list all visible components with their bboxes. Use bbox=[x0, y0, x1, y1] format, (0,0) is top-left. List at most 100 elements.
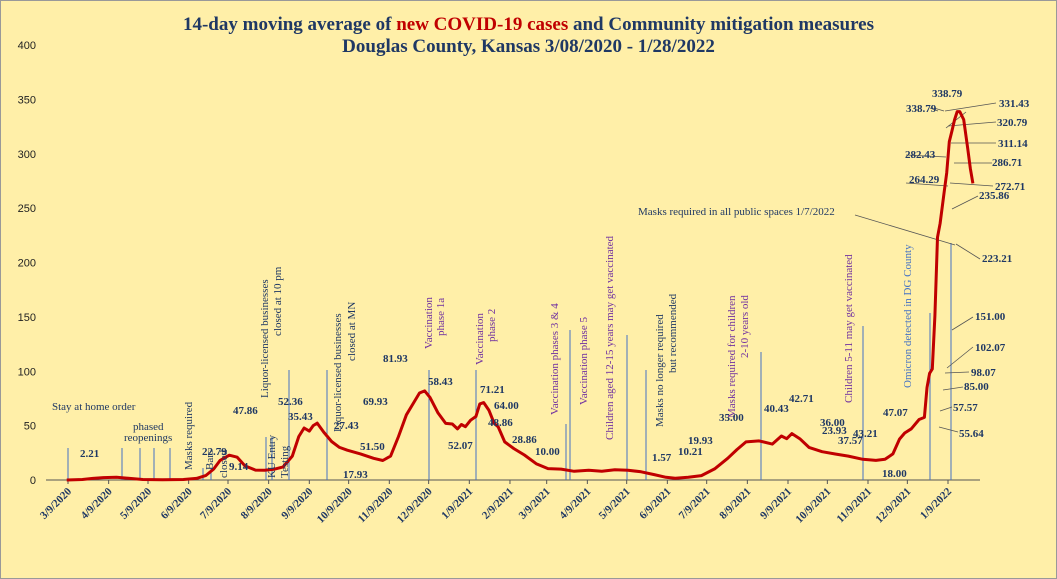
event-annotation: reopenings bbox=[124, 432, 172, 444]
data-label: 311.14 bbox=[998, 138, 1028, 150]
x-tick-label: 9/9/2020 bbox=[279, 485, 315, 521]
cases-series-line bbox=[66, 110, 975, 482]
data-label: 1.57 bbox=[652, 452, 672, 464]
data-label: 48.86 bbox=[488, 417, 513, 429]
label-leader-line bbox=[951, 195, 979, 210]
x-tick-label: 12/9/2021 bbox=[873, 486, 913, 526]
x-tick-label: 11/9/2020 bbox=[356, 485, 396, 525]
data-label: 17.93 bbox=[343, 469, 368, 481]
y-tick-label: 100 bbox=[18, 366, 36, 378]
data-label: 37.57 bbox=[838, 435, 863, 447]
x-tick-label: 12/9/2020 bbox=[395, 485, 435, 525]
event-annotation: Omicron detected in DG County bbox=[902, 244, 914, 388]
label-leader-line bbox=[951, 316, 974, 331]
y-tick-label: 400 bbox=[18, 40, 36, 52]
label-leader-line bbox=[933, 107, 945, 112]
data-label: 27.43 bbox=[334, 420, 359, 432]
x-tick-label: 7/9/2020 bbox=[198, 485, 234, 521]
label-leader-line bbox=[949, 182, 994, 187]
x-tick-label: 10/9/2021 bbox=[793, 486, 833, 526]
x-tick-label: 6/9/2021 bbox=[637, 486, 673, 522]
data-label: 47.86 bbox=[233, 405, 258, 417]
data-label: 55.64 bbox=[959, 428, 984, 440]
data-label: 36.00 bbox=[820, 417, 845, 429]
event-annotation: Masks required for children bbox=[726, 295, 738, 418]
data-label: 331.43 bbox=[999, 98, 1030, 110]
data-label: 40.43 bbox=[764, 403, 789, 415]
data-label: 19.93 bbox=[688, 435, 713, 447]
data-label: 9.14 bbox=[229, 461, 249, 473]
chart-title: 14-day moving average of new COVID-19 ca… bbox=[182, 14, 875, 35]
x-tick-label: 4/9/2020 bbox=[79, 485, 115, 521]
label-leader-line bbox=[939, 406, 953, 412]
event-annotation: phase 2 bbox=[486, 309, 498, 342]
y-tick-label: 200 bbox=[18, 258, 36, 270]
x-tick-label: 6/9/2020 bbox=[159, 485, 195, 521]
y-tick-label: 300 bbox=[18, 149, 36, 161]
event-annotation: Liquor-licensed businesses bbox=[259, 279, 271, 398]
event-annotation: Bars bbox=[204, 450, 216, 470]
event-annotation: Vaccination phase 5 bbox=[578, 317, 590, 405]
x-tick-label: 1/9/2022 bbox=[918, 485, 954, 521]
event-annotation: Masks required bbox=[183, 401, 195, 470]
data-label: 223.21 bbox=[982, 253, 1012, 265]
x-tick-label: 8/9/2020 bbox=[239, 485, 275, 521]
data-label: 47.07 bbox=[883, 407, 908, 419]
event-annotation: Testing bbox=[279, 445, 291, 478]
event-annotation: Liquor-licensed businesses bbox=[332, 313, 344, 432]
label-leader-line bbox=[955, 243, 981, 260]
chart-subtitle: Douglas County, Kansas 3/08/2020 - 1/28/… bbox=[342, 36, 715, 57]
x-tick-label: 3/9/2020 bbox=[38, 485, 74, 521]
data-label: 23.93 bbox=[822, 425, 847, 437]
x-tick-label: 7/9/2021 bbox=[677, 486, 713, 522]
data-label: 338.79 bbox=[932, 88, 963, 100]
data-label: 98.07 bbox=[971, 367, 996, 379]
event-annotation: phased bbox=[133, 421, 164, 433]
y-tick-label: 150 bbox=[18, 312, 36, 324]
x-tick-label: 9/9/2021 bbox=[758, 486, 794, 522]
x-tick-label: 5/9/2021 bbox=[597, 486, 633, 522]
x-tick-label: 3/9/2021 bbox=[517, 486, 553, 522]
event-annotation: KU Entry bbox=[266, 434, 278, 478]
label-leader-line bbox=[938, 426, 959, 433]
data-label: 64.00 bbox=[494, 400, 519, 412]
event-annotation: Stay at home order bbox=[52, 401, 136, 413]
data-label: 57.57 bbox=[953, 402, 978, 414]
label-leader-line bbox=[947, 121, 997, 127]
y-tick-label: 0 bbox=[30, 475, 36, 487]
label-leader-line bbox=[905, 154, 947, 158]
data-label: 10.21 bbox=[678, 446, 703, 458]
label-leader-line bbox=[942, 386, 964, 391]
event-annotation: Masks no longer required bbox=[654, 314, 666, 427]
data-label: 42.71 bbox=[789, 393, 814, 405]
data-label: 81.93 bbox=[383, 353, 408, 365]
x-tick-label: 2/9/2021 bbox=[480, 486, 516, 522]
data-label: 58.43 bbox=[428, 376, 453, 388]
event-annotation: closed at 10 pm bbox=[272, 266, 284, 336]
data-label: 102.07 bbox=[975, 342, 1006, 354]
data-label: 2.21 bbox=[80, 448, 99, 460]
data-label: 151.00 bbox=[975, 311, 1006, 323]
data-label: 235.86 bbox=[979, 190, 1010, 202]
data-label: 282.43 bbox=[905, 149, 936, 161]
data-label: 28.86 bbox=[512, 434, 537, 446]
data-label: 69.93 bbox=[363, 396, 388, 408]
event-annotation: closed bbox=[218, 449, 230, 478]
event-annotation: but recommended bbox=[667, 293, 679, 373]
event-annotation: Children 5-11 may get vaccinated bbox=[843, 254, 855, 403]
y-tick-label: 250 bbox=[18, 203, 36, 215]
data-label: 43.21 bbox=[853, 428, 878, 440]
y-tick-label: 350 bbox=[18, 94, 36, 106]
data-label: 264.29 bbox=[909, 174, 940, 186]
x-tick-label: 10/9/2020 bbox=[315, 485, 355, 525]
event-annotation: closed at MN bbox=[346, 302, 358, 361]
data-label: 10.00 bbox=[535, 446, 560, 458]
label-leader-line bbox=[944, 102, 997, 112]
data-label: 52.07 bbox=[448, 440, 473, 452]
data-label: 286.71 bbox=[992, 157, 1022, 169]
data-label: 22.79 bbox=[202, 446, 227, 458]
event-annotation: Vaccination bbox=[474, 313, 486, 365]
x-tick-label: 8/9/2021 bbox=[717, 486, 753, 522]
data-label: 35.00 bbox=[719, 412, 744, 424]
